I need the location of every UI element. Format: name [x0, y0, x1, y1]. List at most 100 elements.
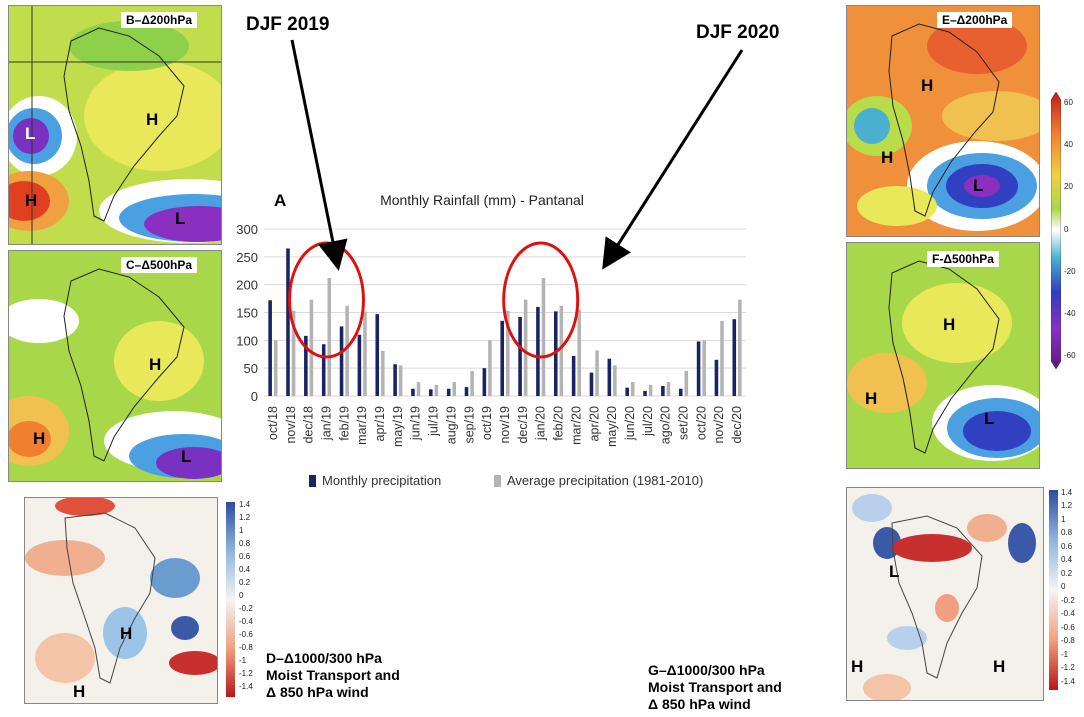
bar-average	[416, 382, 421, 396]
colorbar-tick: 1	[239, 526, 244, 535]
map-panel-g: L H H	[846, 487, 1044, 701]
colorbar-tick: 0.2	[1061, 569, 1073, 578]
bar-average	[541, 277, 546, 396]
x-tick-label: nov/18	[284, 406, 298, 444]
bar-average	[666, 382, 671, 396]
legend-label-monthly: Monthly precipitation	[322, 473, 441, 488]
caption-g: G–Δ1000/300 hPa Moist Transport and Δ 85…	[648, 662, 782, 713]
colorbar-tick: 1.4	[1061, 488, 1073, 497]
bar-average	[327, 277, 332, 396]
colorbar-tick: -1.2	[1061, 663, 1075, 672]
bar-monthly	[536, 306, 540, 396]
colorbar-tick: -0.6	[1061, 623, 1075, 632]
x-tick-label: oct/18	[266, 406, 280, 440]
colorbar-tick: -0.4	[1061, 609, 1075, 618]
colorbar-tick: 0.8	[239, 539, 251, 548]
caption-d-line: D–Δ1000/300 hPa	[266, 650, 382, 666]
map-panel-b: B–Δ200hPa L H H L	[8, 5, 222, 245]
colorbar-tick: 0	[239, 591, 244, 600]
colorbar-tick: 40	[1064, 140, 1073, 149]
bar-monthly	[500, 320, 504, 396]
bar-average	[434, 384, 439, 396]
x-tick-label: ago/20	[659, 406, 673, 444]
x-tick-label: nov/19	[498, 406, 512, 444]
pressure-mark-high: H	[943, 315, 956, 334]
bar-monthly	[607, 358, 612, 396]
bar-average	[738, 299, 742, 396]
pressure-mark-high: H	[881, 148, 894, 167]
bar-monthly	[339, 326, 344, 396]
caption-g-line: G–Δ1000/300 hPa	[648, 662, 765, 678]
colorbar-tick: 0.2	[239, 578, 251, 587]
colorbar-bottom-right-ticks: 1.4 1.2 1 0.8 0.6 0.4 0.2 0 -0.2 -0.4 -0…	[1061, 488, 1084, 693]
colorbar-top-right-ticks: 60 40 20 0 -20 -40 -60	[1064, 98, 1084, 363]
bar-average	[309, 299, 314, 396]
x-tick-label: feb/20	[552, 406, 566, 441]
panel-b-label: B–Δ200hPa	[121, 12, 197, 28]
pressure-mark-low: L	[889, 562, 900, 581]
colorbar-tick: -1.2	[239, 669, 253, 678]
bar-monthly	[411, 388, 415, 396]
bar-monthly	[625, 387, 629, 396]
bar-average	[452, 382, 457, 396]
bar-monthly	[482, 368, 487, 396]
colorbar-bottom-left	[226, 502, 235, 697]
colorbar-tick: 60	[1064, 98, 1073, 107]
map-panel-f: F-Δ500hPa H H L	[846, 242, 1040, 469]
x-tick-label: oct/19	[480, 406, 494, 440]
colorbar-tick: -60	[1064, 351, 1076, 360]
colorbar-tick: -0.2	[1061, 596, 1075, 605]
x-tick-label: mar/20	[569, 406, 583, 445]
map-g-field	[847, 488, 1043, 700]
bar-average	[577, 309, 581, 396]
bar-average	[363, 311, 367, 396]
map-c-field	[9, 251, 221, 481]
pressure-mark-high: H	[149, 355, 162, 374]
colorbar-tick: 0.6	[1061, 542, 1073, 551]
highlight-circle	[502, 241, 580, 359]
colorbar-tick: -0.8	[1061, 636, 1075, 645]
colorbar-tick: -40	[1064, 309, 1076, 318]
bar-monthly	[464, 387, 469, 396]
map-panel-d: H H	[24, 497, 218, 704]
panel-e-label: E–Δ200hPa	[937, 12, 1013, 28]
bar-average	[613, 365, 617, 396]
x-tick-label: apr/20	[587, 406, 601, 441]
colorbar-tick: -1.4	[239, 682, 253, 691]
djf-2019-label: DJF 2019	[246, 14, 330, 35]
caption-d-line: Moist Transport and	[266, 667, 400, 683]
bar-average	[381, 350, 385, 396]
bar-monthly	[393, 364, 397, 396]
x-tick-label: may/20	[605, 406, 619, 447]
bar-average	[559, 305, 564, 396]
x-tick-label: aug/19	[444, 406, 458, 444]
colorbar-tick: 0.8	[1061, 528, 1073, 537]
map-panel-e: E–Δ200hPa H H L	[846, 5, 1040, 237]
pressure-mark-high: H	[851, 657, 864, 676]
x-tick-label: jul/19	[427, 406, 441, 437]
pressure-mark-low: L	[181, 447, 192, 466]
colorbar-tick: -1.4	[1061, 677, 1075, 686]
bar-monthly	[357, 334, 362, 396]
y-axis-ticks: 0 50 100 150 200 250 300	[236, 222, 258, 404]
bar-average	[595, 350, 599, 396]
bar-average	[488, 340, 492, 396]
map-b-field	[9, 6, 221, 244]
map-panel-c: C–Δ500hPa H H L	[8, 250, 222, 482]
chart-title: Monthly Rainfall (mm) - Pantanal	[380, 192, 584, 208]
x-tick-label: sep/19	[462, 406, 476, 444]
bar-monthly	[696, 341, 701, 396]
pressure-mark-high: H	[25, 191, 38, 210]
bar-monthly	[321, 344, 326, 396]
colorbar-tick: 1.2	[1061, 501, 1073, 510]
x-tick-label: nov/20	[712, 406, 726, 444]
bar-monthly	[286, 248, 290, 396]
bar-average	[506, 310, 510, 396]
bar-average	[648, 384, 653, 396]
caption-g-line: Moist Transport and	[648, 679, 782, 695]
legend-label-average: Average precipitation (1981-2010)	[507, 473, 703, 488]
x-tick-label: jul/20	[641, 406, 655, 437]
colorbar-tick: 0.6	[239, 552, 251, 561]
panel-f-label: F-Δ500hPa	[927, 251, 999, 267]
y-tick-label: 150	[236, 306, 258, 321]
